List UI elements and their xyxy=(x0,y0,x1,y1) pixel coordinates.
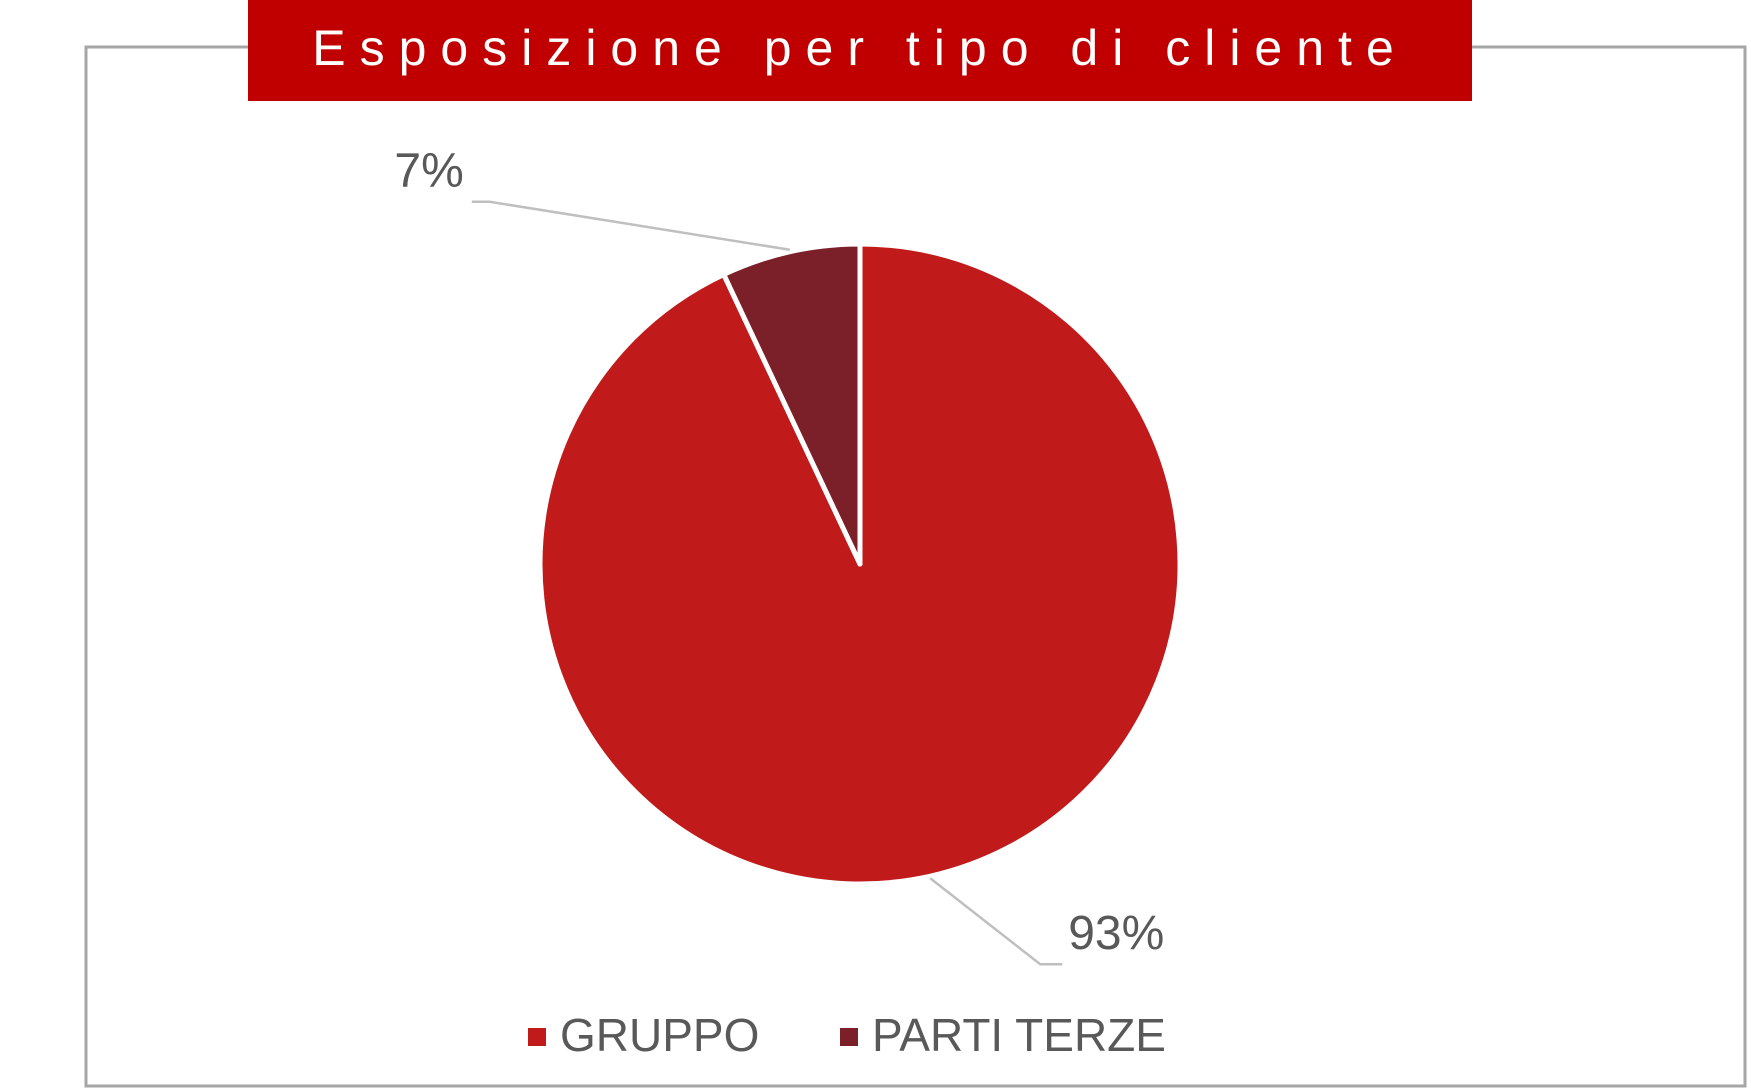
chart-title: Esposizione per tipo di cliente xyxy=(312,20,1408,76)
legend-marker xyxy=(528,1028,546,1046)
legend-label: PARTI TERZE xyxy=(872,1009,1166,1061)
leader-line xyxy=(929,877,1063,966)
legend-label: GRUPPO xyxy=(560,1009,759,1061)
title-banner xyxy=(248,0,1472,101)
legend-marker xyxy=(840,1028,858,1046)
pie-slice xyxy=(721,241,863,567)
data-label: 7% xyxy=(394,144,463,197)
leader-line xyxy=(471,200,790,251)
data-label: 93% xyxy=(1068,907,1164,960)
